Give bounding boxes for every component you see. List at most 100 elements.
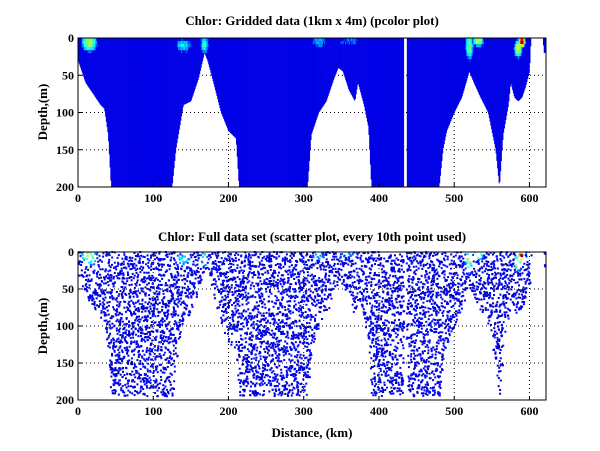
scatter-point — [275, 257, 278, 260]
scatter-point — [147, 349, 150, 352]
scatter-point — [80, 269, 83, 272]
scatter-point — [134, 292, 137, 295]
scatter-point — [88, 274, 91, 277]
scatter-point — [161, 388, 164, 391]
scatter-point — [379, 370, 382, 373]
scatter-point — [143, 365, 146, 368]
scatter-point — [301, 335, 304, 338]
scatter-point — [117, 381, 120, 384]
scatter-point — [272, 358, 275, 361]
scatter-point — [266, 342, 269, 345]
scatter-point — [114, 345, 117, 348]
pcolor-column — [327, 38, 329, 96]
scatter-point — [268, 258, 271, 261]
pcolor-column — [147, 38, 150, 187]
scatter-point — [140, 289, 143, 292]
scatter-point — [221, 281, 224, 284]
scatter-point — [255, 335, 258, 338]
pcolor-column — [123, 38, 125, 187]
pcolor-column — [473, 38, 475, 84]
scatter-point — [136, 267, 139, 270]
scatter-point — [178, 256, 181, 259]
scatter-point — [140, 385, 143, 388]
scatter-point — [373, 345, 376, 348]
scatter-point — [116, 304, 119, 307]
scatter-point — [258, 294, 261, 297]
scatter-point — [373, 277, 376, 280]
scatter-point — [126, 360, 129, 363]
scatter-point — [182, 300, 185, 303]
scatter-point — [162, 263, 165, 266]
scatter-point — [364, 257, 367, 260]
scatter-point — [297, 351, 300, 354]
pcolor-column — [91, 38, 93, 93]
scatter-point — [227, 306, 230, 309]
scatter-point — [170, 337, 173, 340]
scatter-point — [154, 251, 157, 254]
scatter-point — [251, 295, 254, 298]
scatter-point — [121, 313, 124, 316]
scatter-point — [84, 267, 87, 270]
scatter-point — [112, 343, 115, 346]
scatter-point — [246, 323, 249, 326]
scatter-point — [268, 280, 271, 283]
scatter-point — [263, 390, 266, 393]
scatter-point — [339, 253, 342, 256]
scatter-point — [306, 267, 309, 270]
pcolor-cell — [83, 40, 85, 45]
pcolor-column — [211, 38, 213, 79]
scatter-point — [137, 335, 140, 338]
pcolor-cell — [465, 46, 467, 51]
pcolor-column — [401, 38, 403, 187]
scatter-point — [191, 253, 194, 256]
scatter-point — [268, 308, 271, 311]
pcolor-column — [157, 38, 159, 187]
scatter-point — [102, 306, 105, 309]
scatter-point — [99, 273, 102, 276]
scatter-point — [217, 306, 220, 309]
scatter-point — [290, 337, 293, 340]
scatter-point — [305, 303, 308, 306]
scatter-point — [236, 264, 239, 267]
scatter-point — [260, 287, 263, 290]
scatter-point — [269, 322, 272, 325]
scatter-point — [121, 272, 124, 275]
scatter-point — [293, 375, 296, 378]
scatter-point — [280, 368, 283, 371]
scatter-point — [273, 318, 276, 321]
scatter-point — [300, 288, 303, 291]
pcolor-column — [261, 38, 263, 187]
pcolor-column — [307, 38, 309, 182]
scatter-point — [166, 357, 169, 360]
scatter-point — [351, 281, 354, 284]
scatter-point — [264, 306, 267, 309]
pcolor-column — [327, 38, 329, 98]
scatter-point — [85, 278, 88, 281]
scatter-point — [365, 282, 368, 285]
scatter-point — [307, 343, 310, 346]
scatter-point — [318, 260, 321, 263]
scatter-point — [186, 304, 189, 307]
pcolor-axes: Chlor: Gridded data (1km x 4m) (pcolor p… — [35, 13, 547, 205]
scatter-point — [120, 317, 123, 320]
scatter-point — [248, 296, 251, 299]
pcolor-column — [291, 38, 293, 187]
scatter-point — [286, 300, 289, 303]
scatter-point — [112, 285, 115, 288]
scatter-point — [138, 327, 141, 330]
scatter-point — [191, 293, 194, 296]
scatter-point — [307, 259, 310, 262]
scatter-point — [151, 282, 154, 285]
scatter-point — [139, 387, 142, 390]
pcolor-cell — [342, 40, 344, 45]
scatter-point — [260, 283, 263, 286]
scatter-point — [113, 379, 116, 382]
scatter-point — [136, 300, 139, 303]
scatter-point — [378, 325, 381, 328]
scatter-point — [286, 289, 289, 292]
scatter-point — [146, 338, 149, 341]
scatter-point — [297, 310, 300, 313]
pcolor-cell — [96, 40, 98, 45]
scatter-point — [181, 265, 184, 268]
scatter-point — [139, 334, 142, 337]
